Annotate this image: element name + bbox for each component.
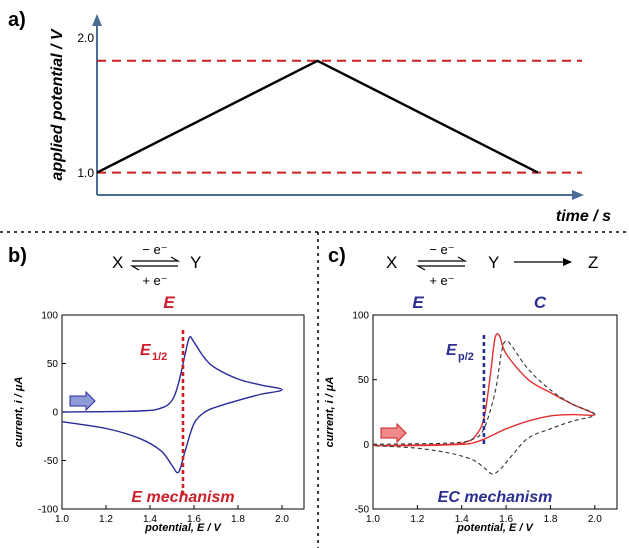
panel-b-scan-direction-icon — [70, 392, 95, 410]
panel-c-xtick-label-0: 1.0 — [366, 514, 380, 525]
panel-b-scheme: X − e⁻ + e⁻ Y — [112, 242, 201, 288]
panel-c-scheme-oxidation: − e⁻ — [429, 242, 454, 257]
panel-a-x-axis-label: time / s — [556, 208, 611, 225]
panel-c-scheme-z: Z — [588, 253, 598, 272]
panel-b-scheme-oxidation: − e⁻ — [142, 242, 167, 257]
panel-b-xtick-label-5: 2.0 — [275, 514, 289, 525]
panel-c: c) X − e⁻ + e⁻ Y Z E C 1.0 1.2 1.4 1.6 1.8 2.… — [324, 242, 617, 534]
panel-a-ytick-high: 2.0 — [77, 31, 94, 45]
panel-b-reverse-arrow — [132, 266, 178, 270]
panel-b-marker-sub: 1/2 — [152, 351, 167, 363]
panel-a: a) 2.0 1.0 applied potential / V time / … — [8, 9, 611, 225]
panel-c-marker-label: E p/2 — [446, 342, 474, 363]
panel-b-x-axis-label: potential, E / V — [144, 522, 222, 534]
panel-b-scheme-y: Y — [190, 253, 201, 272]
panel-c-x-axis-label: potential, E / V — [456, 522, 534, 534]
panel-c-label: c) — [328, 245, 346, 267]
panel-b-marker-main: E — [140, 342, 152, 359]
panel-b-cv-trace-solid — [62, 337, 282, 473]
panel-b-scheme-reduction: + e⁻ — [142, 273, 167, 288]
panel-c-scheme: X − e⁻ + e⁻ Y Z — [386, 242, 598, 288]
panel-c-scheme-x: X — [386, 253, 397, 272]
panel-c-scheme-reduction: + e⁻ — [429, 273, 454, 288]
panel-a-label: a) — [8, 9, 26, 31]
panel-b-ytick-label-3: -50 — [44, 456, 59, 467]
panel-c-ytick-label-3: -50 — [355, 505, 370, 516]
panel-c-scan-direction-icon — [381, 424, 406, 442]
panel-b-ytick-label-0: 100 — [41, 311, 58, 322]
panel-c-marker-sub: p/2 — [458, 351, 474, 363]
panel-c-xtick-label-1: 1.2 — [410, 514, 424, 525]
panel-b-xtick-label-1: 1.2 — [99, 514, 113, 525]
panel-b: b) X − e⁻ + e⁻ Y E 1.0 1.2 1.4 1.6 1.8 2.0100… — [8, 242, 304, 534]
panel-c-y-axis-label: current, i / μA — [324, 377, 336, 448]
panel-c-plot-frame — [373, 315, 617, 509]
panel-c-marker-main: E — [446, 342, 458, 359]
panel-b-forward-arrow — [132, 257, 178, 261]
panel-b-step-e: E — [163, 293, 175, 312]
panel-a-marks — [97, 61, 582, 173]
panel-b-label: b) — [8, 245, 27, 267]
panel-b-marker-label: E 1/2 — [140, 342, 167, 363]
panel-c-forward-arrow — [418, 257, 465, 261]
panel-b-mechanism-label: E mechanism — [131, 489, 234, 506]
panel-c-ytick-label-0: 100 — [352, 311, 369, 322]
panel-b-xtick-label-0: 1.0 — [55, 514, 69, 525]
panel-a-ytick-low: 1.0 — [77, 166, 94, 180]
panel-c-mechanism-label: EC mechanism — [438, 489, 553, 506]
panel-b-ytick-label-2: 0 — [52, 408, 58, 419]
panel-b-ytick-label-4: -100 — [38, 505, 58, 516]
panel-c-xtick-label-4: 1.8 — [544, 514, 558, 525]
panel-c-scheme-y: Y — [488, 253, 499, 272]
panel-a-potential-ramp — [97, 61, 538, 173]
panel-c-step-e: E — [412, 293, 424, 312]
panel-a-y-axis-label: applied potential / V — [49, 28, 66, 180]
panel-c-xtick-label-5: 2.0 — [588, 514, 602, 525]
panel-c-step-c: C — [534, 293, 547, 312]
panel-b-y-axis-label: current, i / μA — [13, 377, 25, 448]
panel-b-xtick-label-4: 1.8 — [231, 514, 245, 525]
panel-c-ytick-label-1: 50 — [358, 375, 370, 386]
panel-c-reverse-arrow — [418, 266, 465, 270]
panel-b-ytick-label-1: 50 — [47, 359, 59, 370]
panel-b-scheme-x: X — [112, 253, 123, 272]
panel-c-ytick-label-2: 0 — [363, 440, 369, 451]
